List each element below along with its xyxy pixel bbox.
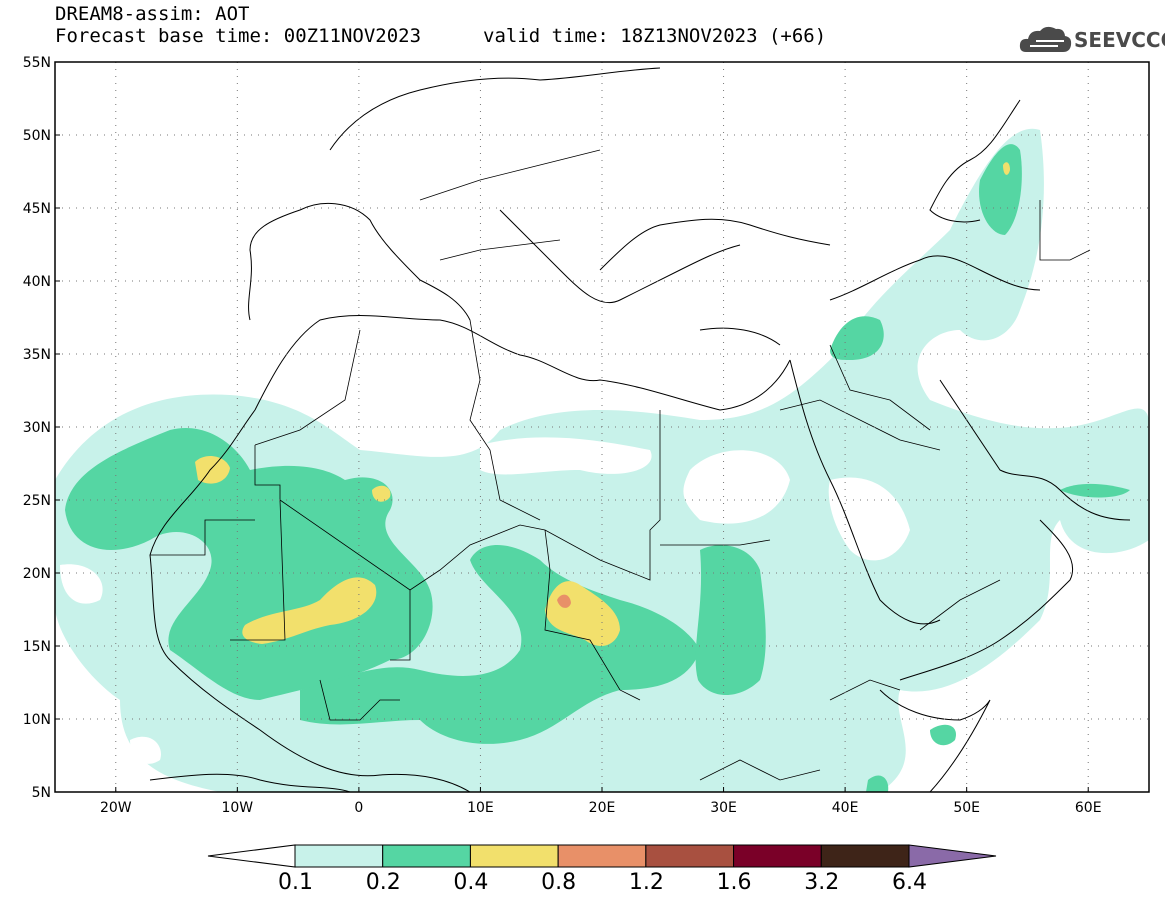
coastlines [149,67,1131,792]
aot-peak-orange [557,594,571,608]
lat-label: 55N [23,55,51,71]
seevccc-logo: SEEVCCC [1018,22,1165,58]
lat-label: 30N [23,420,51,436]
lat-label: 35N [23,347,51,363]
logo-text: SEEVCCC [1074,28,1165,52]
forecast-base-time: Forecast base time: 00Z11NOV2023 [55,25,422,47]
lat-axis: 55N 50N 45N 40N 35N 30N 25N 20N 15N 10N 5N [23,55,60,801]
lon-label: 30E [710,800,737,816]
lon-label: 40E [832,800,859,816]
lon-label: 50E [953,800,980,816]
colorbar-label: 0.1 [278,870,313,895]
colorbar-swatch [733,844,822,868]
colorbar-label: 0.8 [541,870,577,895]
colorbar-label: 6.4 [892,870,927,895]
lon-label: 20E [589,800,616,816]
chart-title: DREAM8-assim: AOT [55,3,250,25]
colorbar-label: 1.2 [628,870,664,895]
colorbar-label: 1.6 [716,870,752,895]
lat-label: 40N [23,274,51,290]
colorbar-label: 3.2 [804,870,840,895]
lat-label: 25N [23,493,51,509]
colorbar-swatch [294,844,384,868]
borders [150,149,1091,781]
graticule [55,61,1149,793]
lon-label: 10W [221,800,253,816]
colorbar-over-arrow [908,844,997,868]
cloud-icon [1019,26,1072,52]
valid-time: valid time: 18Z13NOV2023 (+66) [483,25,827,47]
colorbar-label: 0.2 [365,870,401,895]
colorbar-swatch [557,844,647,868]
lon-label: 20W [100,800,132,816]
lat-label: 20N [23,566,51,582]
lat-label: 15N [23,639,51,655]
colorbar-swatch [820,844,910,868]
colorbar-swatch [382,844,471,868]
colorbar-swatch [645,844,735,868]
colorbar-label: 0.4 [453,870,489,895]
colorbar-under-arrow [207,844,296,868]
lon-axis: 20W 10W 0 10E 20E 30E 40E 50E 60E [100,787,1102,816]
lat-label: 50N [23,128,51,144]
lon-label: 10E [467,800,494,816]
lon-label: 0 [354,800,363,816]
colorbar-swatch [469,844,559,868]
colorbar [207,844,997,868]
aot-contours [55,128,1149,792]
lat-label: 5N [32,785,51,801]
lat-label: 10N [23,712,51,728]
lon-label: 60E [1075,800,1102,816]
lat-label: 45N [23,201,51,217]
